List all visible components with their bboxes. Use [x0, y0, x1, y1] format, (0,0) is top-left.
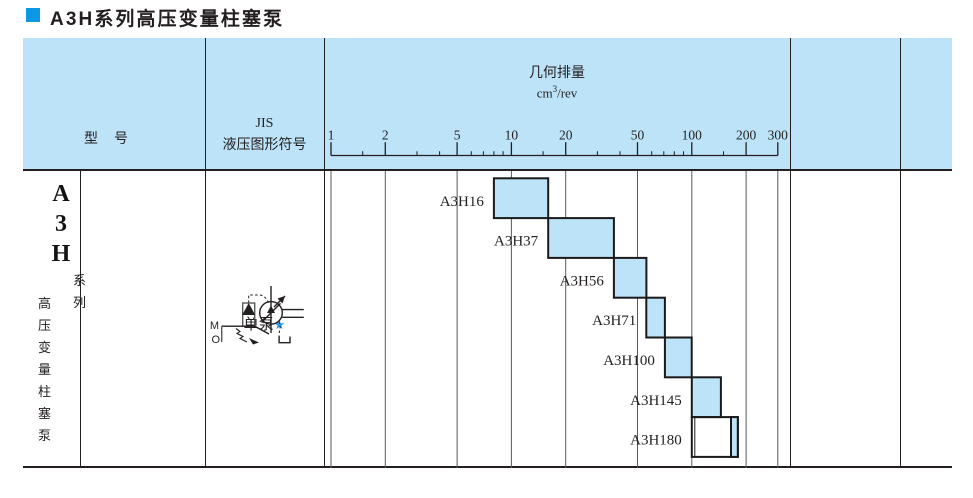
- svg-text:A3H56: A3H56: [560, 273, 605, 289]
- svg-text:A3H71: A3H71: [592, 313, 636, 329]
- svg-text:A3H180: A3H180: [630, 433, 682, 449]
- svg-text:A3H145: A3H145: [630, 393, 682, 409]
- svg-text:A3H37: A3H37: [494, 234, 539, 250]
- svg-text:A3H16: A3H16: [440, 194, 485, 210]
- svg-text:A3H100: A3H100: [603, 353, 655, 369]
